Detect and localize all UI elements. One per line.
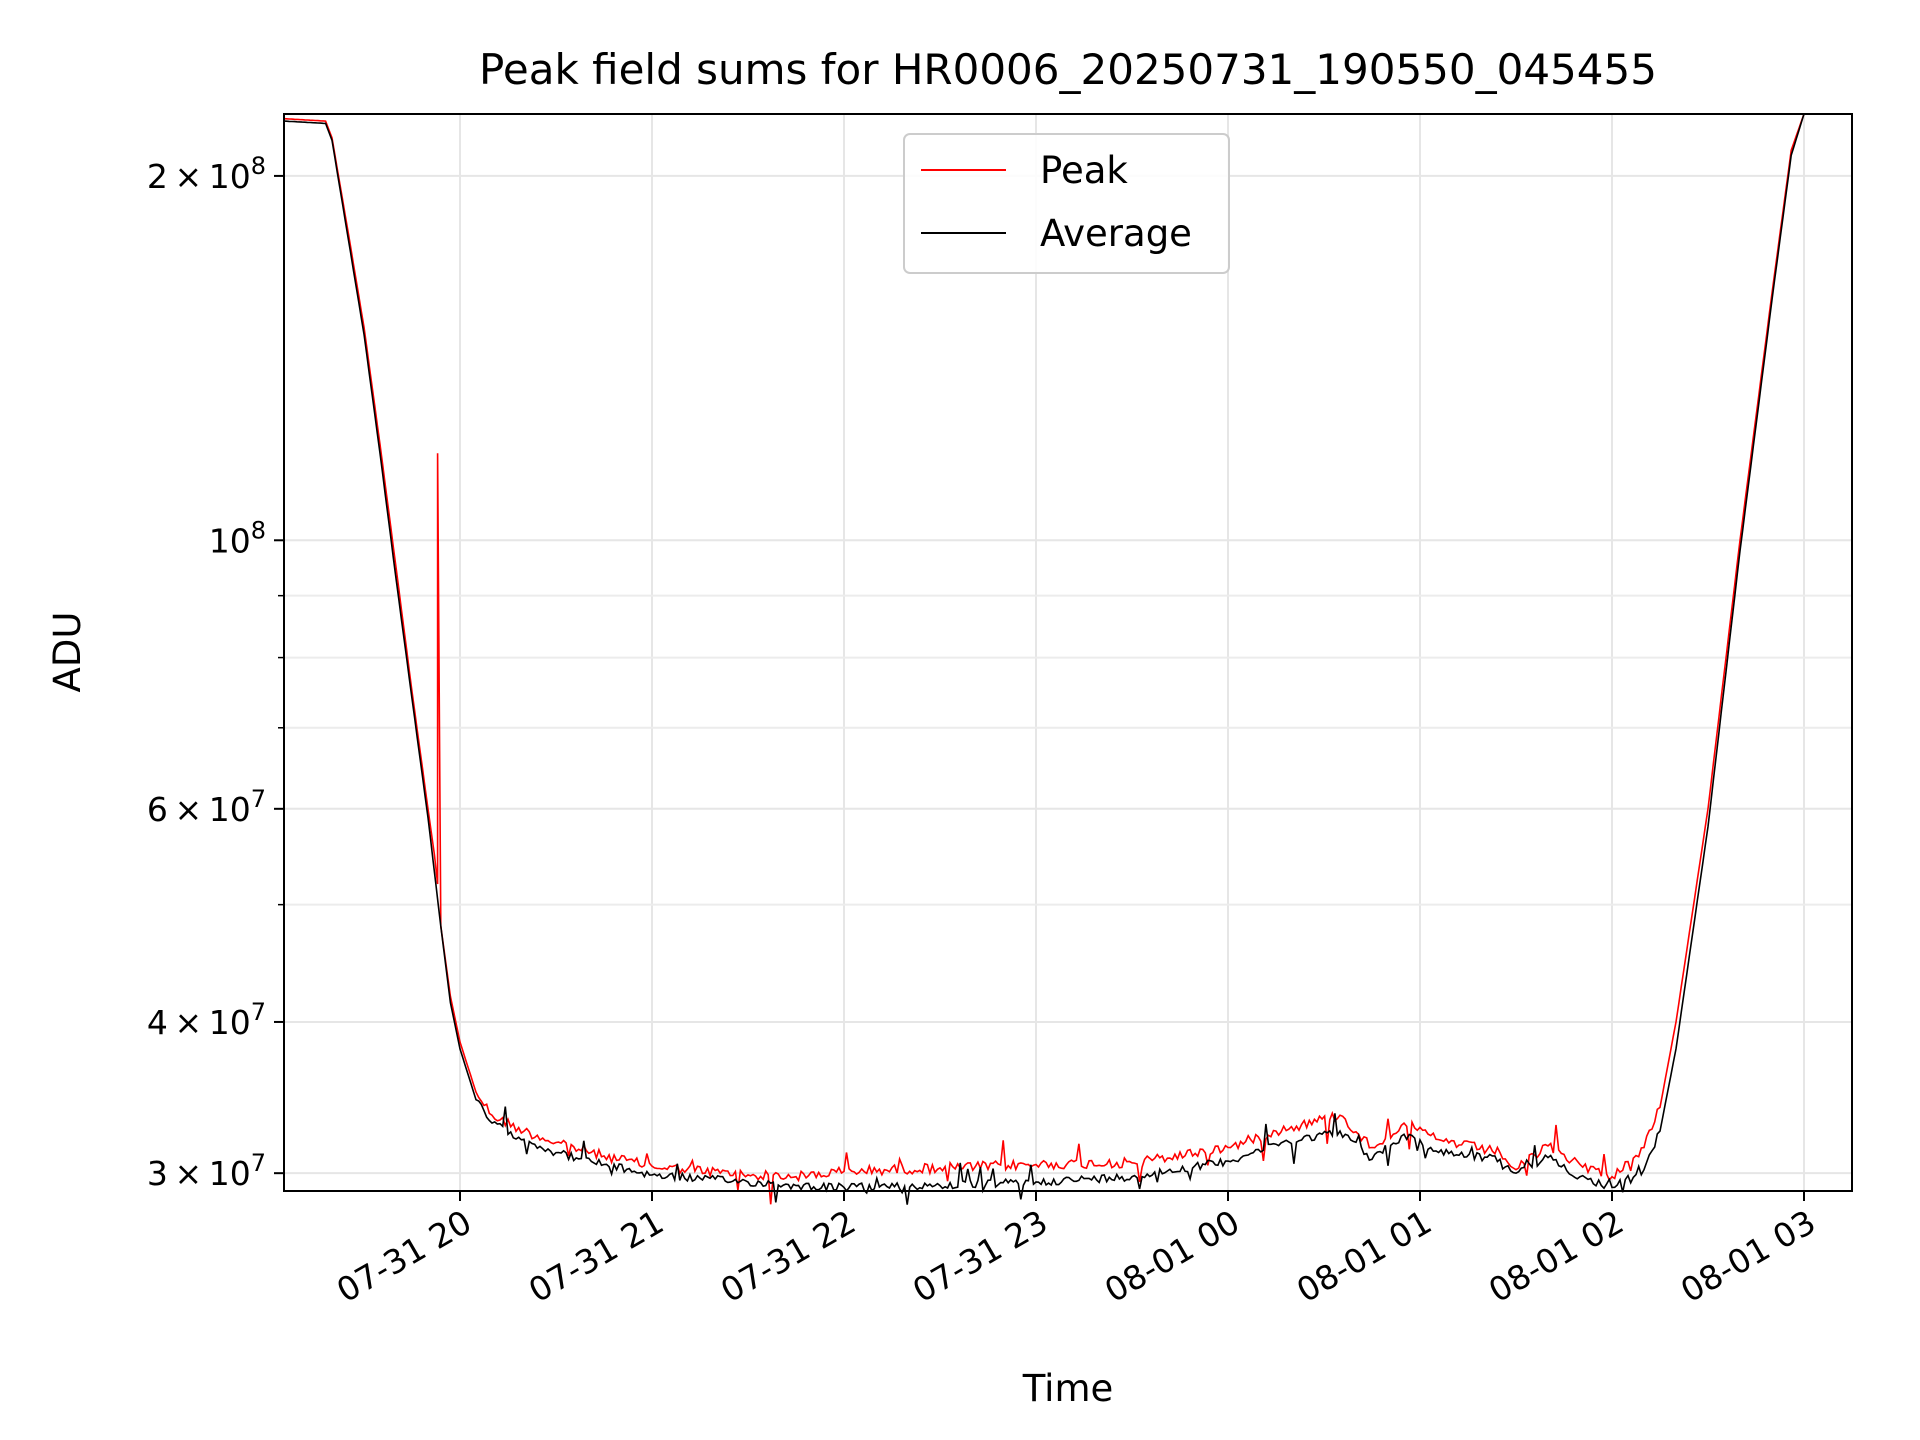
y-tick-label: 3 × 107 — [147, 1149, 266, 1193]
plot-frame — [283, 113, 1853, 1192]
series-layer — [283, 113, 1805, 1205]
legend-box — [903, 133, 1230, 274]
y-tick-label: 4 × 107 — [147, 998, 266, 1042]
legend: Peak Average — [903, 133, 1230, 274]
x-axis-label: Time — [1022, 1367, 1114, 1410]
y-tick-label: 2 × 108 — [147, 152, 266, 196]
series-average-line — [283, 113, 1805, 1205]
y-axis-label: ADU — [46, 612, 89, 693]
y-tick-label: 108 — [209, 516, 266, 560]
y-tick-label: 6 × 107 — [147, 785, 266, 829]
chart-title: Peak field sums for HR0006_20250731_1905… — [479, 45, 1657, 94]
series-peak-line — [283, 113, 1805, 1205]
legend-average-label: Average — [1040, 212, 1192, 255]
grid — [284, 114, 1852, 1191]
legend-peak-label: Peak — [1040, 149, 1128, 192]
